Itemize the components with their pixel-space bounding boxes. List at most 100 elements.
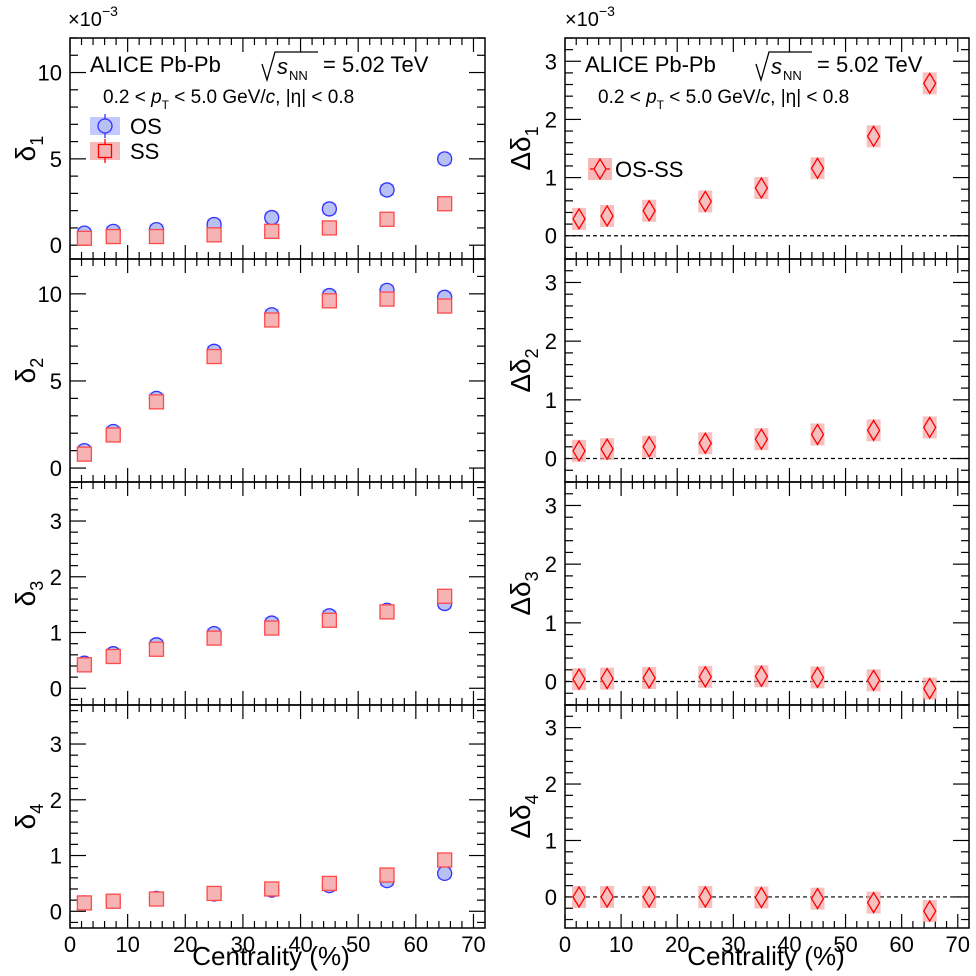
data-point — [206, 630, 222, 646]
header-annotation-right: ALICE Pb-Pb s NN = 5.02 TeV 0.2 < pT < 5… — [585, 51, 923, 112]
y-tick-label: 0 — [50, 676, 62, 701]
data-point — [206, 885, 222, 902]
panel-left-3: 0 1 2 3 δ3 — [10, 481, 486, 706]
svg-text:OS-SS: OS-SS — [615, 157, 683, 182]
y-tick-label: 5 — [50, 369, 62, 394]
svg-text:SS: SS — [130, 139, 159, 164]
data-point — [76, 446, 93, 462]
y-axis-label: Δδ3 — [505, 571, 542, 615]
data-point — [810, 666, 825, 689]
y-tick-label: 3 — [545, 49, 557, 74]
x-tick-label: 50 — [833, 932, 857, 957]
series-ss — [76, 196, 453, 246]
x-tick-label: 0 — [64, 932, 76, 957]
y-tick-label: 1 — [50, 621, 62, 646]
panel-right-3: 0 1 2 3 Δδ3 — [505, 481, 970, 706]
data-point — [600, 667, 614, 690]
y-tick-label: 2 — [50, 565, 62, 590]
data-point — [698, 885, 713, 909]
y-tick-label: 2 — [545, 772, 557, 797]
data-point — [321, 220, 338, 236]
legend-item-ss: SS — [90, 139, 159, 164]
data-point — [105, 228, 121, 245]
scale-factor-left: ×10−3 — [68, 3, 118, 31]
data-point — [642, 199, 656, 222]
data-point — [866, 669, 881, 692]
data-point — [866, 125, 881, 148]
svg-text:×10−3: ×10−3 — [565, 3, 615, 31]
x-tick-label: 60 — [889, 932, 913, 957]
svg-text:NN: NN — [783, 68, 802, 83]
data-point — [321, 201, 338, 217]
data-point — [922, 899, 937, 923]
data-point — [76, 895, 93, 911]
data-point — [698, 432, 713, 455]
y-tick-label: 3 — [50, 509, 62, 534]
y-axis-label: Δδ1 — [505, 126, 542, 170]
y-tick-label: 0 — [545, 885, 557, 910]
x-axis-label-right: Centrality (%) — [687, 941, 844, 971]
data-point — [754, 664, 769, 688]
series-os-ss — [572, 664, 937, 700]
panel-right-1: 0 1 2 3 Δδ1 — [505, 37, 970, 260]
svg-text:= 5.02 TeV: = 5.02 TeV — [817, 52, 923, 77]
data-point — [642, 885, 656, 909]
data-point — [321, 293, 338, 309]
data-point — [148, 394, 165, 410]
panel-left-2: 0 5 10 δ2 — [10, 258, 486, 483]
data-point — [572, 885, 586, 909]
y-tick-label: 0 — [545, 224, 557, 249]
data-point — [437, 865, 453, 882]
data-point — [754, 886, 769, 909]
svg-text:s: s — [277, 54, 288, 79]
data-point — [572, 667, 586, 691]
data-point — [698, 665, 713, 689]
data-point — [866, 419, 881, 442]
y-tick-label: 0 — [545, 670, 557, 695]
data-point — [206, 348, 222, 365]
svg-text:0.2 < pT < 5.0 GeV/c, |η| < 0.: 0.2 < pT < 5.0 GeV/c, |η| < 0.8 — [103, 87, 354, 112]
scale-factor-right: ×10−3 — [565, 3, 615, 31]
data-point — [105, 893, 121, 909]
legend-left: OS SS — [90, 114, 162, 164]
y-axis-label: Δδ4 — [505, 794, 542, 838]
data-point — [922, 72, 937, 95]
y-tick-label: 1 — [545, 828, 557, 853]
svg-text:ALICE Pb-Pb: ALICE Pb-Pb — [585, 52, 716, 77]
data-point — [600, 204, 614, 228]
svg-text:NN: NN — [289, 68, 308, 83]
plot-frame — [69, 481, 486, 706]
data-point — [642, 666, 656, 690]
y-tick-label: 2 — [545, 329, 557, 354]
y-tick-label: 3 — [545, 493, 557, 518]
series-ss — [76, 588, 453, 673]
data-point — [754, 427, 769, 451]
y-tick-label: 5 — [50, 147, 62, 172]
series-os-ss — [572, 72, 937, 231]
x-tick-label: 40 — [288, 932, 312, 957]
x-tick-label: 0 — [559, 932, 571, 957]
y-tick-label: 10 — [38, 282, 62, 307]
svg-text:= 5.02 TeV: = 5.02 TeV — [323, 52, 429, 77]
x-tick-label: 10 — [609, 932, 633, 957]
panel-left-1: 0 5 10 δ1 — [10, 37, 486, 260]
header-annotation-left: ALICE Pb-Pb s NN = 5.02 TeV 0.2 < pT < 5… — [90, 51, 429, 112]
data-point — [600, 885, 614, 909]
y-tick-label: 2 — [50, 788, 62, 813]
y-tick-label: 0 — [545, 447, 557, 472]
y-axis-label: δ4 — [10, 804, 47, 830]
series-os-ss — [572, 416, 937, 463]
data-point — [810, 157, 825, 180]
data-point — [437, 588, 453, 604]
data-point — [264, 223, 280, 240]
data-point — [437, 852, 453, 868]
x-tick-label: 60 — [404, 932, 428, 957]
data-point — [866, 891, 881, 914]
data-point — [810, 887, 825, 910]
x-tick-label: 30 — [721, 932, 745, 957]
y-tick-label: 0 — [50, 456, 62, 481]
data-point — [698, 190, 713, 213]
data-point — [321, 875, 338, 892]
y-tick-label: 1 — [545, 611, 557, 636]
